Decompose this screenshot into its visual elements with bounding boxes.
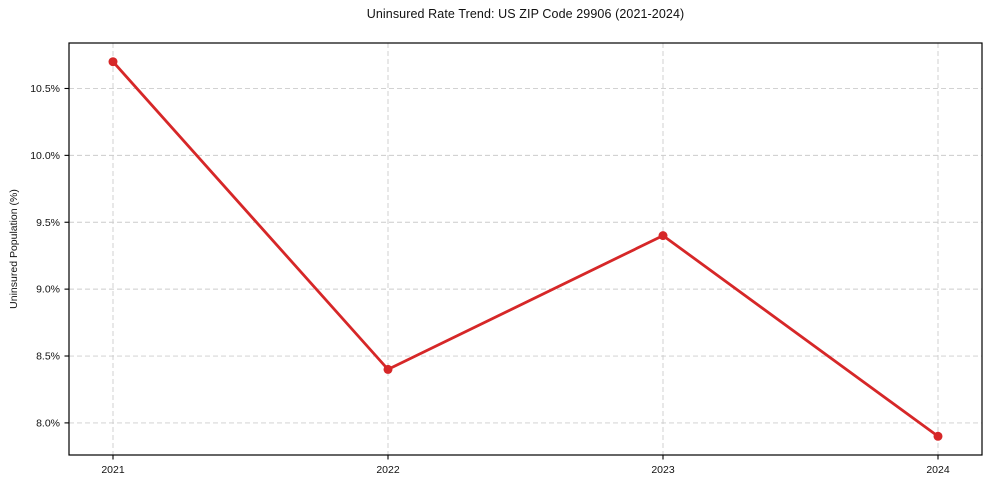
y-tick-label: 10.5% bbox=[30, 83, 60, 95]
y-tick-label: 10.0% bbox=[30, 150, 60, 162]
data-point-2023 bbox=[658, 231, 668, 241]
y-tick-label: 8.0% bbox=[36, 417, 60, 429]
plot-border bbox=[68, 42, 983, 456]
y-tick-label: 9.0% bbox=[36, 284, 60, 296]
x-tick-label: 2023 bbox=[651, 464, 675, 476]
data-point-2022 bbox=[383, 364, 393, 374]
data-point-2024 bbox=[933, 431, 943, 441]
y-tick-label: 9.5% bbox=[36, 217, 60, 229]
trend-line bbox=[111, 60, 940, 438]
data-point-2021 bbox=[108, 57, 118, 67]
x-tick-label: 2024 bbox=[926, 464, 950, 476]
x-tick-label: 2022 bbox=[376, 464, 400, 476]
y-tick-label: 8.5% bbox=[36, 351, 60, 363]
y-axis-label: Uninsured Population (%) bbox=[8, 189, 20, 309]
x-tick-label: 2021 bbox=[101, 464, 125, 476]
chart-title: Uninsured Rate Trend: US ZIP Code 29906 … bbox=[366, 7, 685, 21]
